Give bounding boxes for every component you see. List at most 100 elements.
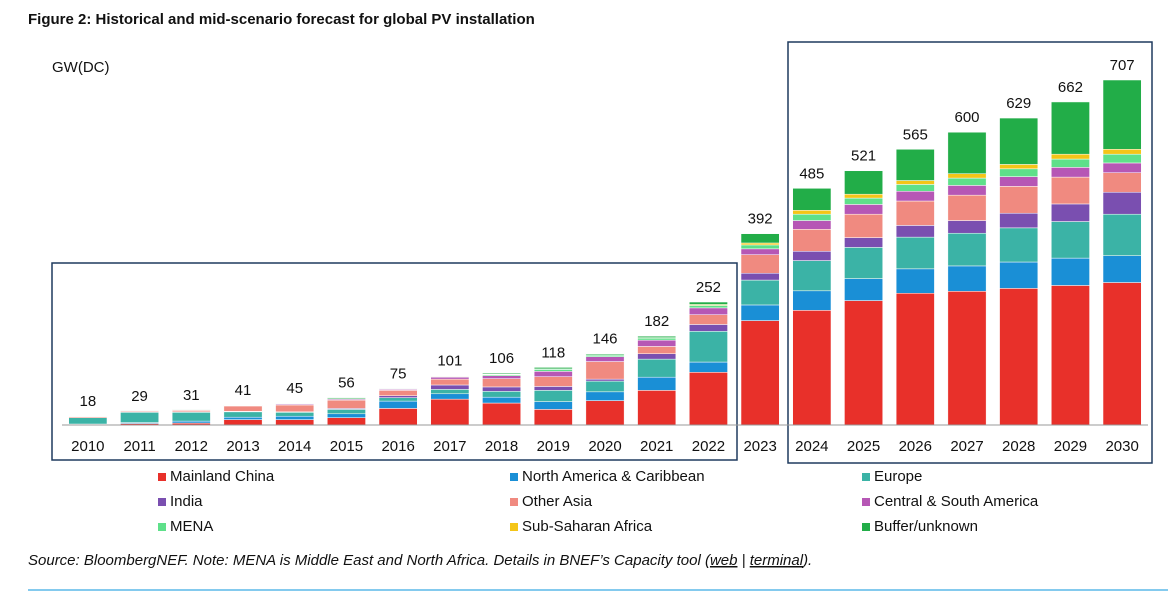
total-label: 629: [1006, 95, 1031, 112]
bar-segment: [430, 393, 470, 400]
bar-segment: [637, 358, 677, 378]
bar-segment: [792, 251, 832, 261]
bar-segment: [1051, 203, 1090, 222]
x-tick-label: 2015: [330, 438, 363, 455]
bar-segment: [895, 180, 935, 185]
total-label: 565: [903, 126, 928, 143]
total-label: 31: [183, 387, 200, 404]
bar-segment: [895, 268, 935, 294]
bar-segment: [533, 390, 573, 402]
bar-segment: [120, 412, 159, 423]
x-tick-label: 2019: [537, 438, 570, 455]
bar-segment: [689, 372, 728, 426]
bar-segment: [792, 290, 832, 311]
bar-segment: [1102, 149, 1142, 155]
bar-segment: [1102, 213, 1142, 256]
bar-segment: [844, 213, 883, 238]
bar-segment: [947, 220, 987, 234]
bar-segment: [1051, 101, 1090, 155]
bar-segment: [947, 185, 987, 196]
legend-swatch: [158, 523, 166, 531]
bar-segment: [482, 386, 521, 392]
bar-segment: [68, 417, 108, 425]
source-link[interactable]: web: [710, 552, 738, 569]
bar-segment: [689, 314, 728, 325]
total-label: 392: [748, 211, 773, 228]
legend-label: North America & Caribbean: [522, 468, 705, 485]
bar-segment: [327, 409, 366, 415]
source-text: Source: BloombergNEF. Note: MENA is Midd…: [28, 552, 712, 569]
bar-segment: [895, 292, 935, 426]
bar-segment: [482, 373, 521, 375]
bar-segment: [999, 261, 1039, 289]
bar-segment: [637, 390, 677, 426]
bar-segment: [895, 149, 935, 181]
bar-segment: [378, 408, 418, 426]
x-tick-label: 2017: [433, 438, 466, 455]
bar-segment: [430, 376, 470, 380]
legend-label: Central & South America: [874, 493, 1039, 510]
x-tick-label: 2023: [743, 438, 776, 455]
bar-segment: [1051, 153, 1090, 160]
legend-label: Europe: [874, 468, 922, 485]
bar-segment: [844, 237, 883, 248]
bar-segment: [689, 324, 728, 332]
total-label: 146: [592, 331, 617, 348]
source-link[interactable]: terminal: [750, 552, 804, 569]
bar-segment: [844, 170, 883, 195]
x-tick-label: 2018: [485, 438, 518, 455]
source-separator: |: [737, 552, 749, 569]
bar-segment: [533, 369, 573, 372]
bar-segment: [327, 397, 366, 399]
bar-segment: [1102, 255, 1142, 283]
legend-swatch: [862, 498, 870, 506]
bar-segment: [275, 419, 315, 426]
bar-segment: [1102, 162, 1142, 173]
bar-segment: [430, 378, 470, 386]
total-label: 662: [1058, 79, 1083, 96]
bar-segment: [895, 184, 935, 192]
bar-segment: [533, 386, 573, 391]
bar-segment: [327, 399, 366, 409]
unit-label: GW(DC): [52, 59, 109, 76]
bar-segment: [585, 400, 625, 426]
bar-segment: [1102, 79, 1142, 150]
bar-segment: [430, 398, 470, 426]
bar-segment: [999, 176, 1039, 187]
bar-segment: [740, 244, 780, 250]
total-label: 485: [799, 165, 824, 182]
bar-segment: [740, 248, 780, 255]
legend-swatch: [510, 473, 518, 481]
legend-swatch: [862, 523, 870, 531]
bar-segment: [482, 396, 521, 404]
x-tick-label: 2012: [175, 438, 208, 455]
bar-segment: [844, 197, 883, 205]
x-tick-label: 2024: [795, 438, 828, 455]
bar-segment: [947, 177, 987, 186]
bar-segment: [689, 301, 728, 305]
x-tick-label: 2029: [1054, 438, 1087, 455]
legend-label: India: [170, 493, 203, 510]
x-tick-label: 2020: [588, 438, 621, 455]
bar-segment: [792, 213, 832, 221]
bar-segment: [1051, 221, 1090, 259]
bar-segment: [895, 200, 935, 226]
bar-segment: [637, 353, 677, 360]
bar-segment: [482, 378, 521, 388]
bar-segment: [533, 367, 573, 370]
total-label: 252: [696, 279, 721, 296]
bar-segment: [689, 305, 728, 309]
bar-segment: [740, 279, 780, 306]
bar-segment: [378, 400, 418, 409]
bar-segment: [689, 331, 728, 363]
legend-swatch: [862, 473, 870, 481]
bar-segment: [327, 417, 366, 426]
total-label: 101: [437, 353, 462, 370]
x-tick-label: 2014: [278, 438, 311, 455]
legend-label: Other Asia: [522, 493, 593, 510]
bar-segment: [947, 131, 987, 174]
total-label: 118: [541, 344, 565, 361]
total-label: 707: [1110, 57, 1135, 74]
legend-label: Buffer/unknown: [874, 518, 978, 535]
